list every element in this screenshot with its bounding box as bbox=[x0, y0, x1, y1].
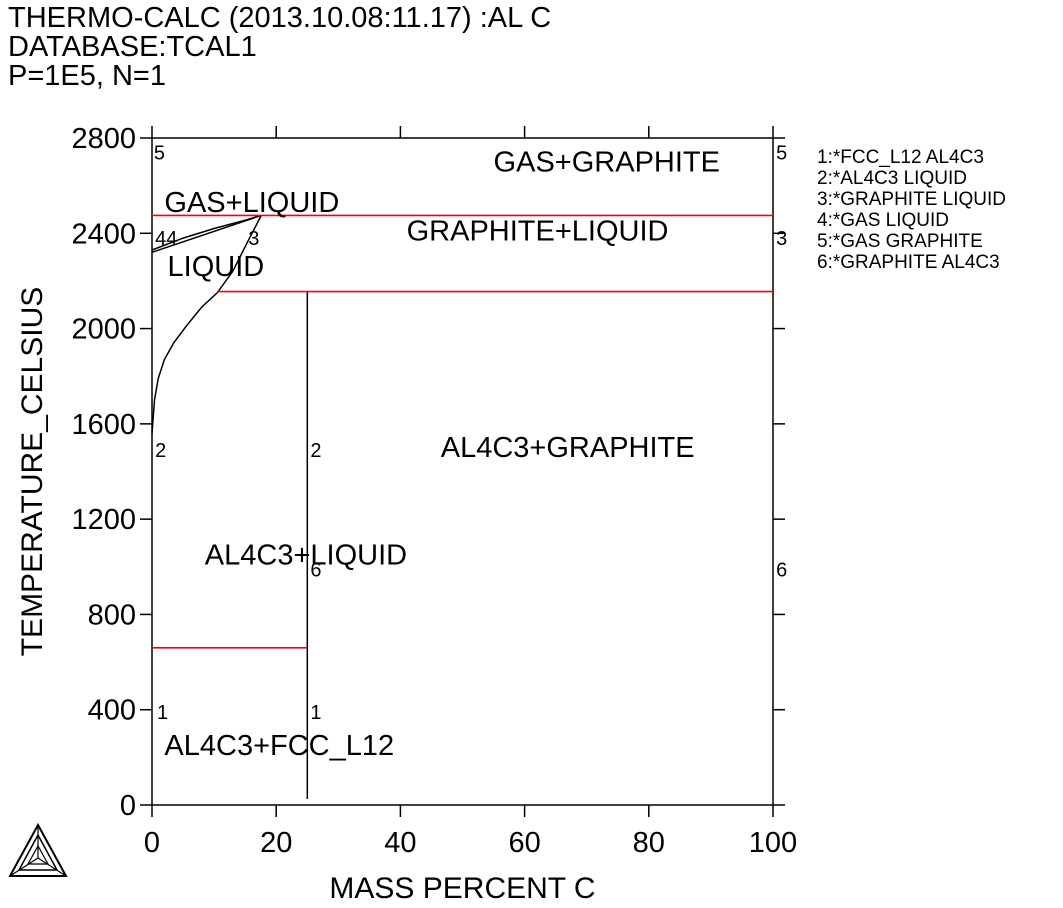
y-tick-label: 800 bbox=[88, 599, 136, 631]
region-label: AL4C3+GRAPHITE bbox=[441, 432, 695, 464]
line-number-label: 3 bbox=[248, 228, 259, 250]
boundary-line-gas-liquid-lower bbox=[151, 214, 262, 254]
region-label: GRAPHITE+LIQUID bbox=[407, 215, 669, 247]
x-tick-label: 60 bbox=[508, 827, 540, 859]
line-number-label: 2 bbox=[155, 440, 166, 462]
y-tick-label: 2400 bbox=[71, 218, 136, 250]
line-number-label: 44 bbox=[155, 228, 177, 250]
line-number-label: 1 bbox=[310, 702, 321, 724]
line-number-label: 2 bbox=[310, 440, 321, 462]
line-number-label: 5 bbox=[154, 142, 165, 164]
line-number-label: 3 bbox=[776, 228, 787, 250]
region-label: GAS+GRAPHITE bbox=[494, 146, 720, 178]
legend-entry: 1:*FCC_L12 AL4C3 bbox=[817, 147, 984, 168]
y-tick-label: 400 bbox=[88, 695, 136, 727]
legend-entry: 3:*GRAPHITE LIQUID bbox=[817, 189, 1006, 210]
legend-entry: 6:*GRAPHITE AL4C3 bbox=[817, 252, 1000, 273]
x-tick-label: 40 bbox=[384, 827, 416, 859]
line-number-label: 1 bbox=[157, 702, 168, 724]
thermo-calc-triangle-logo bbox=[8, 822, 68, 877]
plot-axes: 0 20 40 60 80 100 0 400 800 1200 1600 2000 2400 2800 M… bbox=[16, 123, 797, 905]
y-tick-label: 1200 bbox=[71, 504, 136, 536]
line-number-label: 5 bbox=[776, 142, 787, 164]
y-tick-label: 2000 bbox=[71, 314, 136, 346]
plot-frame bbox=[151, 137, 774, 806]
line-number-label: 6 bbox=[310, 559, 321, 581]
region-label: AL4C3+LIQUID bbox=[205, 539, 407, 571]
boundary-line-liquidus-graphite-al4c3 bbox=[151, 215, 262, 434]
y-tick-label: 1600 bbox=[71, 409, 136, 441]
region-label: GAS+LIQUID bbox=[164, 187, 339, 219]
x-tick-label: 0 bbox=[144, 827, 160, 859]
y-tick-label: 0 bbox=[120, 790, 136, 822]
y-tick-label: 2800 bbox=[71, 123, 136, 155]
legend-entry: 2:*AL4C3 LIQUID bbox=[817, 168, 967, 189]
line-number-label: 6 bbox=[776, 559, 787, 581]
phase-boundaries bbox=[151, 214, 773, 799]
region-label: AL4C3+FCC_L12 bbox=[164, 730, 394, 762]
region-label: LIQUID bbox=[168, 251, 265, 283]
y-axis-label: TEMPERATURE_CELSIUS bbox=[16, 287, 49, 657]
x-tick-label: 100 bbox=[749, 827, 797, 859]
legend-entry: 5:*GAS GRAPHITE bbox=[817, 231, 983, 252]
x-tick-label: 20 bbox=[260, 827, 292, 859]
x-axis-label: MASS PERCENT C bbox=[329, 872, 595, 905]
header-database: DATABASE:TCAL1 bbox=[8, 31, 257, 63]
x-tick-label: 80 bbox=[633, 827, 665, 859]
legend-entry: 4:*GAS LIQUID bbox=[817, 210, 949, 231]
plot-header: THERMO-CALC (2013.10.08:11.17) :AL C DAT… bbox=[8, 4, 708, 91]
header-conditions: P=1E5, N=1 bbox=[8, 60, 166, 92]
plot-labels: GAS+GRAPHITE GAS+LIQUID GRAPHITE+LIQUID LIQ… bbox=[154, 142, 787, 762]
header-title: THERMO-CALC (2013.10.08:11.17) :AL C bbox=[8, 2, 552, 34]
